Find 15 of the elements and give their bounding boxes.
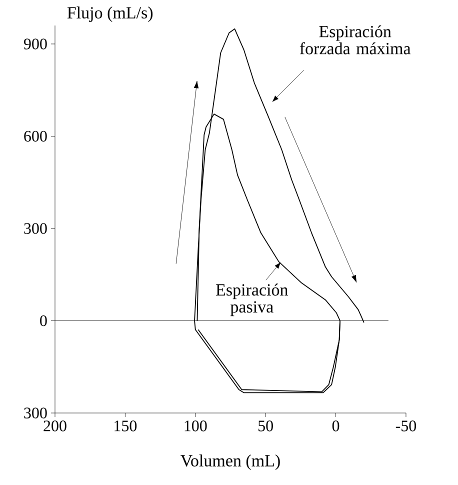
x-axis-title: Volumen (mL) xyxy=(180,454,280,470)
x-tick-label: 150 xyxy=(114,420,137,432)
y-tick-label: 0 xyxy=(40,315,47,326)
annotation: Espiración pasiva xyxy=(216,284,288,316)
x-tick-label: 200 xyxy=(44,420,66,432)
x-tick-label: 100 xyxy=(184,420,207,432)
y-axis-title: Flujo (mL/s) xyxy=(67,6,153,22)
y-tick-label: 600 xyxy=(24,130,47,142)
x-tick-label: -50 xyxy=(396,420,416,432)
y-tick-label: 300 xyxy=(24,223,47,234)
x-tick-label: 0 xyxy=(332,420,340,432)
x-tick-label: 50 xyxy=(258,420,273,432)
y-tick-label: 900 xyxy=(24,38,47,50)
annotation: Espiración forzada máxima xyxy=(300,25,411,54)
y-tick-label: 300 xyxy=(24,408,47,418)
